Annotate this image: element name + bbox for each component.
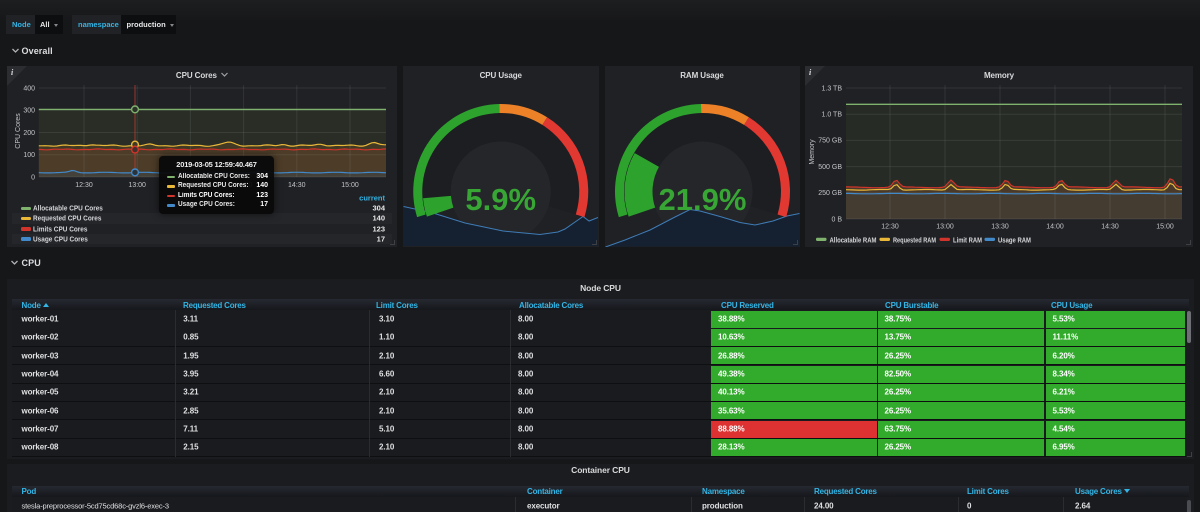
svg-text:14:30: 14:30 — [1101, 224, 1119, 231]
svg-text:15:00: 15:00 — [1156, 224, 1174, 231]
svg-text:Memory: Memory — [809, 139, 816, 165]
svg-text:14:00: 14:00 — [1046, 224, 1064, 231]
svg-text:1.3 TB: 1.3 TB — [822, 85, 843, 92]
svg-text:250 GB: 250 GB — [818, 190, 842, 197]
svg-text:400: 400 — [23, 85, 35, 92]
svg-text:500 GB: 500 GB — [818, 164, 842, 171]
svg-text:15:00: 15:00 — [341, 182, 359, 189]
svg-text:Requested RAM: Requested RAM — [893, 235, 936, 244]
svg-text:12:30: 12:30 — [75, 182, 93, 189]
svg-text:CPU Cores: CPU Cores — [15, 113, 22, 149]
svg-text:750 GB: 750 GB — [818, 138, 842, 145]
svg-text:Limit RAM: Limit RAM — [953, 235, 982, 244]
svg-text:0 B: 0 B — [831, 216, 842, 223]
svg-text:Allocatable RAM: Allocatable RAM — [830, 235, 877, 244]
svg-text:21.9%: 21.9% — [658, 182, 746, 217]
svg-text:13:30: 13:30 — [991, 224, 1009, 231]
svg-text:12:30: 12:30 — [881, 224, 899, 231]
svg-text:100: 100 — [23, 152, 35, 159]
svg-text:13:00: 13:00 — [128, 182, 146, 189]
svg-text:5.9%: 5.9% — [465, 182, 536, 217]
svg-text:200: 200 — [23, 130, 35, 137]
svg-text:1.0 TB: 1.0 TB — [822, 112, 843, 119]
svg-text:0: 0 — [31, 174, 35, 181]
svg-text:300: 300 — [23, 108, 35, 115]
svg-text:14:30: 14:30 — [288, 182, 306, 189]
svg-text:13:00: 13:00 — [936, 224, 954, 231]
svg-text:Usage RAM: Usage RAM — [998, 235, 1031, 244]
